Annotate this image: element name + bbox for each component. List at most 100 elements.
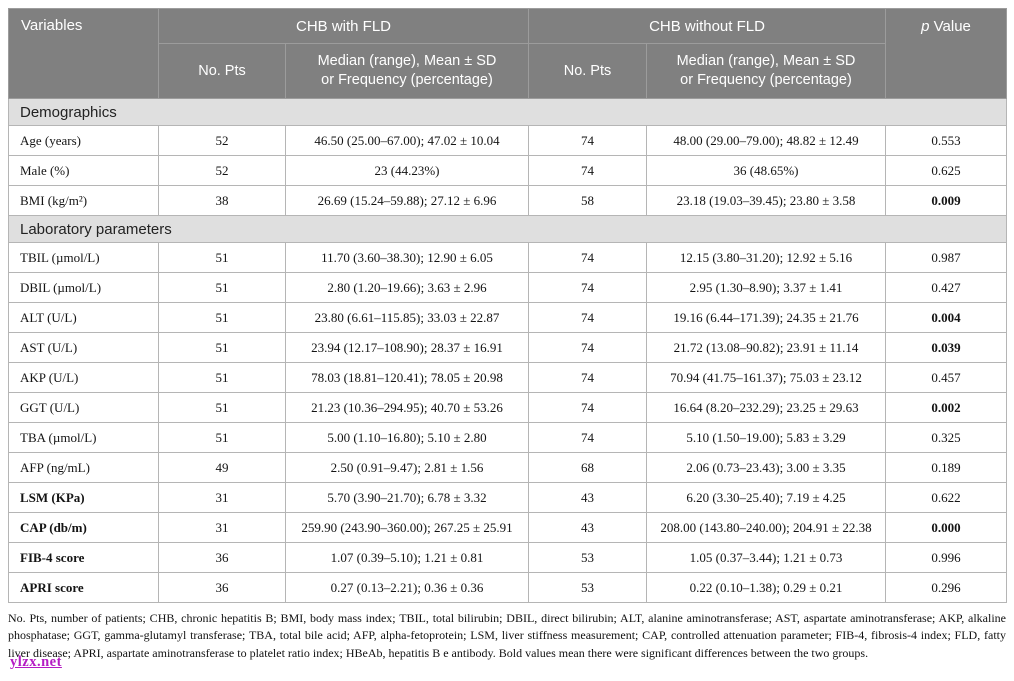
p-value: 0.039	[885, 332, 1007, 363]
median-header-with-fld: Median (range), Mean ± SD or Frequency (…	[285, 43, 529, 99]
with-fld-no-pts: 51	[158, 302, 286, 333]
table-row: ALT (U/L) 51 23.80 (6.61–115.85); 33.03 ± …	[8, 302, 1007, 333]
table-row: Age (years) 52 46.50 (25.00–67.00); 47.02 …	[8, 125, 1007, 156]
row-label: DBIL (µmol/L)	[8, 272, 159, 303]
row-label: TBIL (µmol/L)	[8, 242, 159, 273]
median-header-line2: or Frequency (percentage)	[680, 72, 852, 88]
with-fld-value: 21.23 (10.36–294.95); 40.70 ± 53.26	[285, 392, 529, 423]
p-value: 0.296	[885, 572, 1007, 603]
row-label: FIB-4 score	[8, 542, 159, 573]
with-fld-value: 26.69 (15.24–59.88); 27.12 ± 6.96	[285, 185, 529, 216]
without-fld-no-pts: 74	[528, 332, 647, 363]
table-row: AKP (U/L) 51 78.03 (18.81–120.41); 78.05 ±…	[8, 362, 1007, 393]
with-fld-value: 1.07 (0.39–5.10); 1.21 ± 0.81	[285, 542, 529, 573]
with-fld-no-pts: 36	[158, 542, 286, 573]
median-header-without-fld: Median (range), Mean ± SD or Frequency (…	[646, 43, 886, 99]
with-fld-value: 78.03 (18.81–120.41); 78.05 ± 20.98	[285, 362, 529, 393]
p-value: 0.000	[885, 512, 1007, 543]
without-fld-no-pts: 74	[528, 242, 647, 273]
p-value: 0.004	[885, 302, 1007, 333]
with-fld-no-pts: 52	[158, 155, 286, 186]
with-fld-no-pts: 31	[158, 482, 286, 513]
without-fld-no-pts: 74	[528, 422, 647, 453]
with-fld-no-pts: 31	[158, 512, 286, 543]
without-fld-no-pts: 74	[528, 272, 647, 303]
without-fld-no-pts: 74	[528, 392, 647, 423]
table-row: CAP (db/m) 31 259.90 (243.90–360.00); 267.…	[8, 512, 1007, 543]
table-row: TBA (µmol/L) 51 5.00 (1.10–16.80); 5.10 ± …	[8, 422, 1007, 453]
median-header-line2: or Frequency (percentage)	[321, 72, 493, 88]
with-fld-no-pts: 36	[158, 572, 286, 603]
p-value-header-rest: Value	[933, 18, 971, 35]
with-fld-no-pts: 51	[158, 362, 286, 393]
without-fld-no-pts: 53	[528, 572, 647, 603]
with-fld-value: 5.00 (1.10–16.80); 5.10 ± 2.80	[285, 422, 529, 453]
without-fld-no-pts: 53	[528, 542, 647, 573]
p-value: 0.002	[885, 392, 1007, 423]
without-fld-value: 5.10 (1.50–19.00); 5.83 ± 3.29	[646, 422, 886, 453]
median-header-line1: Median (range), Mean ± SD	[676, 53, 856, 70]
header-row-sub: No. Pts Median (range), Mean ± SD or Fre…	[9, 43, 1007, 99]
with-fld-no-pts: 51	[158, 332, 286, 363]
with-fld-value: 5.70 (3.90–21.70); 6.78 ± 3.32	[285, 482, 529, 513]
with-fld-no-pts: 49	[158, 452, 286, 483]
row-label: Age (years)	[8, 125, 159, 156]
with-fld-value: 2.80 (1.20–19.66); 3.63 ± 2.96	[285, 272, 529, 303]
p-value: 0.325	[885, 422, 1007, 453]
footnote: No. Pts, number of patients; CHB, chroni…	[8, 611, 1006, 660]
with-fld-value: 0.27 (0.13–2.21); 0.36 ± 0.36	[285, 572, 529, 603]
section-row: Laboratory parameters	[8, 215, 1007, 243]
section-title: Laboratory parameters	[8, 215, 1007, 243]
without-fld-no-pts: 43	[528, 482, 647, 513]
section-row: Demographics	[8, 98, 1007, 126]
with-fld-no-pts: 38	[158, 185, 286, 216]
without-fld-no-pts: 43	[528, 512, 647, 543]
group-header-chb-with-fld: CHB with FLD	[158, 8, 529, 44]
with-fld-value: 46.50 (25.00–67.00); 47.02 ± 10.04	[285, 125, 529, 156]
with-fld-no-pts: 52	[158, 125, 286, 156]
without-fld-value: 1.05 (0.37–3.44); 1.21 ± 0.73	[646, 542, 886, 573]
row-label: Male (%)	[8, 155, 159, 186]
without-fld-value: 2.06 (0.73–23.43); 3.00 ± 3.35	[646, 452, 886, 483]
with-fld-value: 2.50 (0.91–9.47); 2.81 ± 1.56	[285, 452, 529, 483]
without-fld-value: 208.00 (143.80–240.00); 204.91 ± 22.38	[646, 512, 886, 543]
without-fld-value: 2.95 (1.30–8.90); 3.37 ± 1.41	[646, 272, 886, 303]
table-row: GGT (U/L) 51 21.23 (10.36–294.95); 40.70 ±…	[8, 392, 1007, 423]
without-fld-value: 48.00 (29.00–79.00); 48.82 ± 12.49	[646, 125, 886, 156]
row-label: BMI (kg/m²)	[8, 185, 159, 216]
no-pts-header-with-fld: No. Pts	[158, 43, 286, 99]
p-value: 0.987	[885, 242, 1007, 273]
row-label: AFP (ng/mL)	[8, 452, 159, 483]
p-value: 0.009	[885, 185, 1007, 216]
table-body: Demographics Age (years) 52 46.50 (25.00–67…	[8, 98, 1007, 603]
without-fld-value: 23.18 (19.03–39.45); 23.80 ± 3.58	[646, 185, 886, 216]
table-row: DBIL (µmol/L) 51 2.80 (1.20–19.66); 3.63 ±…	[8, 272, 1007, 303]
without-fld-value: 6.20 (3.30–25.40); 7.19 ± 4.25	[646, 482, 886, 513]
median-header-line1: Median (range), Mean ± SD	[317, 53, 497, 70]
without-fld-no-pts: 74	[528, 155, 647, 186]
p-value-header: p Value	[885, 8, 1007, 99]
comparison-table: Variables CHB with FLD CHB without FLD p…	[8, 8, 1007, 603]
p-value: 0.625	[885, 155, 1007, 186]
table-header: Variables CHB with FLD CHB without FLD p…	[8, 8, 1007, 99]
row-label: AKP (U/L)	[8, 362, 159, 393]
with-fld-value: 259.90 (243.90–360.00); 267.25 ± 25.91	[285, 512, 529, 543]
table-row: AFP (ng/mL) 49 2.50 (0.91–9.47); 2.81 ± 1.…	[8, 452, 1007, 483]
table-row: Male (%) 52 23 (44.23%) 74 36 (48.65%) 0.625	[8, 155, 1007, 186]
without-fld-value: 0.22 (0.10–1.38); 0.29 ± 0.21	[646, 572, 886, 603]
p-value: 0.427	[885, 272, 1007, 303]
without-fld-no-pts: 74	[528, 125, 647, 156]
with-fld-no-pts: 51	[158, 242, 286, 273]
p-value: 0.996	[885, 542, 1007, 573]
row-label: CAP (db/m)	[8, 512, 159, 543]
table-row: TBIL (µmol/L) 51 11.70 (3.60–38.30); 12.90…	[8, 242, 1007, 273]
with-fld-value: 23.94 (12.17–108.90); 28.37 ± 16.91	[285, 332, 529, 363]
row-label: AST (U/L)	[8, 332, 159, 363]
row-label: APRI score	[8, 572, 159, 603]
p-value-header-italic: p	[921, 18, 930, 35]
p-value: 0.622	[885, 482, 1007, 513]
without-fld-value: 70.94 (41.75–161.37); 75.03 ± 23.12	[646, 362, 886, 393]
table-row: BMI (kg/m²) 38 26.69 (15.24–59.88); 27.12 …	[8, 185, 1007, 216]
row-label: GGT (U/L)	[8, 392, 159, 423]
